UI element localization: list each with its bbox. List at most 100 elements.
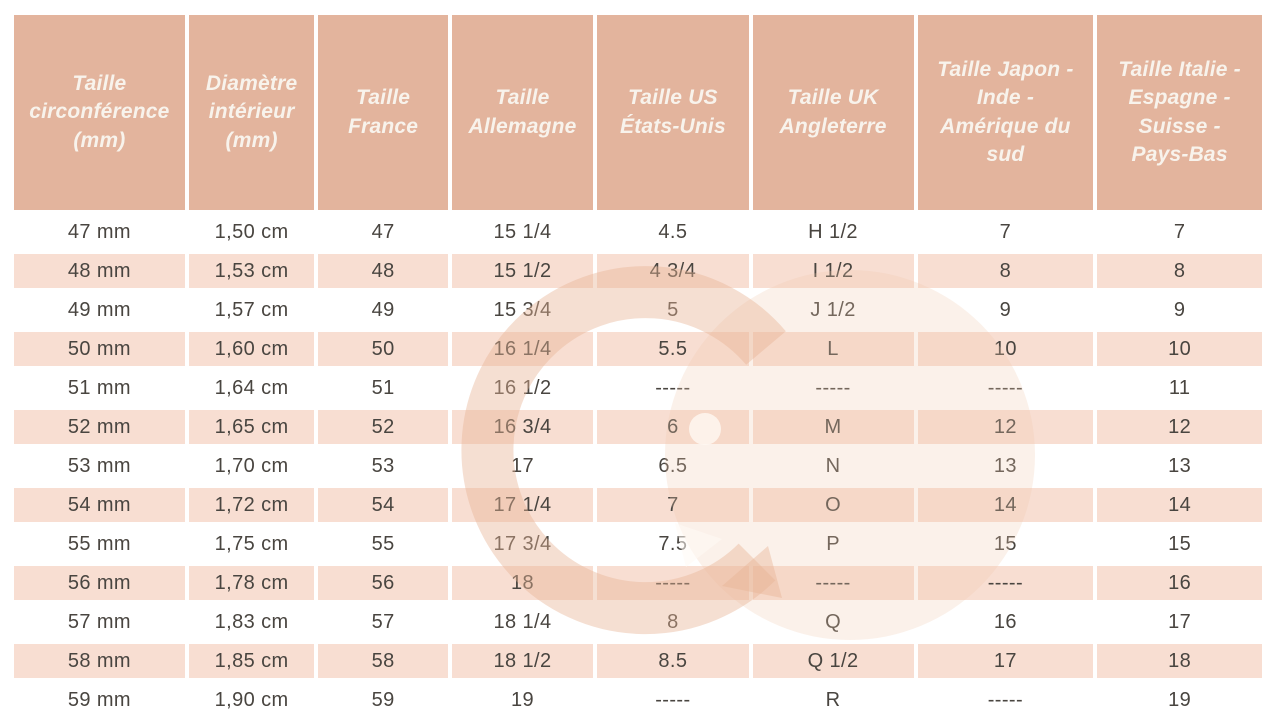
- table-cell: 10: [917, 332, 1094, 366]
- table-cell: 57 mm: [14, 605, 185, 639]
- table-cell: 16: [1097, 566, 1262, 600]
- table-cell: 17: [917, 644, 1094, 678]
- table-cell: O: [752, 488, 914, 522]
- table-cell: 53 mm: [14, 449, 185, 483]
- table-cell: -----: [917, 371, 1094, 405]
- column-header: Diamètre intérieur (mm): [188, 15, 315, 210]
- table-cell: 9: [1097, 293, 1262, 327]
- table-cell: 12: [917, 410, 1094, 444]
- column-header: Taille France: [318, 15, 448, 210]
- table-cell: 54 mm: [14, 488, 185, 522]
- table-row: 52 mm 1,65 cm 52 16 3/4 6 M 12 12: [14, 410, 1262, 444]
- table-cell: 13: [917, 449, 1094, 483]
- table-cell: 49 mm: [14, 293, 185, 327]
- table-row: 57 mm 1,83 cm 57 18 1/4 8 Q 16 17: [14, 605, 1262, 639]
- table-row: 54 mm 1,72 cm 54 17 1/4 7 O 14 14: [14, 488, 1262, 522]
- table-cell: 54: [318, 488, 448, 522]
- table-cell: 1,83 cm: [188, 605, 315, 639]
- table-cell: 47: [318, 215, 448, 249]
- table-cell: 10: [1097, 332, 1262, 366]
- table-cell: 16: [917, 605, 1094, 639]
- table-cell: 9: [917, 293, 1094, 327]
- table-cell: 17 1/4: [451, 488, 594, 522]
- column-header: Taille Italie - Espagne - Suisse - Pays-…: [1097, 15, 1262, 210]
- table-cell: 17 3/4: [451, 527, 594, 561]
- table-cell: 11: [1097, 371, 1262, 405]
- table-row: 53 mm 1,70 cm 53 17 6.5 N 13 13: [14, 449, 1262, 483]
- table-cell: 7: [917, 215, 1094, 249]
- table-cell: -----: [597, 683, 749, 717]
- table-cell: 1,75 cm: [188, 527, 315, 561]
- ring-size-conversion-table: Taille circonférence (mm) Diamètre intéri…: [10, 10, 1266, 720]
- table-cell: 17: [1097, 605, 1262, 639]
- table-cell: 19: [1097, 683, 1262, 717]
- table-cell: 12: [1097, 410, 1262, 444]
- table-cell: -----: [752, 371, 914, 405]
- table-cell: 48 mm: [14, 254, 185, 288]
- table-row: 51 mm 1,64 cm 51 16 1/2 ----- ----- ----- 11: [14, 371, 1262, 405]
- table-row: 58 mm 1,85 cm 58 18 1/2 8.5 Q 1/2 17 18: [14, 644, 1262, 678]
- table-cell: 47 mm: [14, 215, 185, 249]
- table-cell: 15 1/2: [451, 254, 594, 288]
- table-cell: 19: [451, 683, 594, 717]
- table-cell: 1,78 cm: [188, 566, 315, 600]
- table-cell: M: [752, 410, 914, 444]
- table-cell: 1,85 cm: [188, 644, 315, 678]
- table-cell: 18 1/2: [451, 644, 594, 678]
- table-cell: 1,50 cm: [188, 215, 315, 249]
- table-cell: 55: [318, 527, 448, 561]
- table-cell: 17: [451, 449, 594, 483]
- table-cell: P: [752, 527, 914, 561]
- table-cell: 1,57 cm: [188, 293, 315, 327]
- table-cell: 7: [597, 488, 749, 522]
- table-cell: L: [752, 332, 914, 366]
- table-cell: 8: [917, 254, 1094, 288]
- table-cell: 16 3/4: [451, 410, 594, 444]
- table-cell: 8: [1097, 254, 1262, 288]
- table-row: 59 mm 1,90 cm 59 19 ----- R ----- 19: [14, 683, 1262, 717]
- column-header: Taille circonférence (mm): [14, 15, 185, 210]
- table-cell: 51: [318, 371, 448, 405]
- table-cell: R: [752, 683, 914, 717]
- table-row: 49 mm 1,57 cm 49 15 3/4 5 J 1/2 9 9: [14, 293, 1262, 327]
- table-cell: 52 mm: [14, 410, 185, 444]
- table-cell: 14: [1097, 488, 1262, 522]
- table-cell: 51 mm: [14, 371, 185, 405]
- table-cell: 8: [597, 605, 749, 639]
- column-header: Taille Allemagne: [451, 15, 594, 210]
- table-row: 48 mm 1,53 cm 48 15 1/2 4 3/4 I 1/2 8 8: [14, 254, 1262, 288]
- table-cell: J 1/2: [752, 293, 914, 327]
- table-row: 50 mm 1,60 cm 50 16 1/4 5.5 L 10 10: [14, 332, 1262, 366]
- table-cell: 1,90 cm: [188, 683, 315, 717]
- table-cell: Q: [752, 605, 914, 639]
- table-cell: 7: [1097, 215, 1262, 249]
- table-cell: 58 mm: [14, 644, 185, 678]
- table-cell: 1,70 cm: [188, 449, 315, 483]
- table-header-row: Taille circonférence (mm) Diamètre intéri…: [14, 15, 1262, 210]
- table-cell: 13: [1097, 449, 1262, 483]
- table-cell: N: [752, 449, 914, 483]
- table-row: 55 mm 1,75 cm 55 17 3/4 7.5 P 15 15: [14, 527, 1262, 561]
- table-cell: -----: [597, 566, 749, 600]
- table-cell: 57: [318, 605, 448, 639]
- column-header: Taille US États-Unis: [597, 15, 749, 210]
- table-cell: -----: [917, 566, 1094, 600]
- table-cell: -----: [917, 683, 1094, 717]
- table-cell: 50: [318, 332, 448, 366]
- table-cell: Q 1/2: [752, 644, 914, 678]
- column-header: Taille Japon - Inde - Amérique du sud: [917, 15, 1094, 210]
- table-cell: 48: [318, 254, 448, 288]
- table-cell: 6.5: [597, 449, 749, 483]
- table-cell: 14: [917, 488, 1094, 522]
- column-header: Taille UK Angleterre: [752, 15, 914, 210]
- table-cell: 59 mm: [14, 683, 185, 717]
- table-cell: 55 mm: [14, 527, 185, 561]
- table-cell: 4.5: [597, 215, 749, 249]
- table-cell: 15 1/4: [451, 215, 594, 249]
- table-cell: 56: [318, 566, 448, 600]
- table-row: 47 mm 1,50 cm 47 15 1/4 4.5 H 1/2 7 7: [14, 215, 1262, 249]
- table-cell: 4 3/4: [597, 254, 749, 288]
- table-row: 56 mm 1,78 cm 56 18 ----- ----- ----- 16: [14, 566, 1262, 600]
- table-cell: 1,60 cm: [188, 332, 315, 366]
